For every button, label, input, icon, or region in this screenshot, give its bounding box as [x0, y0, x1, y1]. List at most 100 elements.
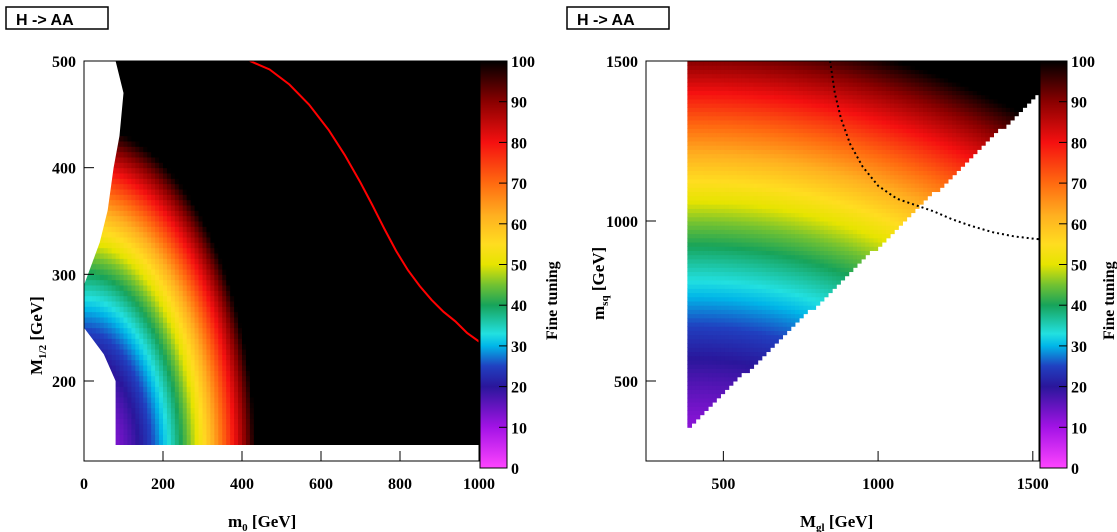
- heatmap-cell: [218, 349, 223, 355]
- heatmap-cell: [332, 167, 338, 174]
- heatmap-cell: [297, 221, 302, 227]
- heatmap-cell: [218, 375, 223, 382]
- heatmap-cell: [249, 183, 255, 190]
- heatmap-cell: [166, 135, 172, 142]
- heatmap-cell: [253, 274, 259, 281]
- heatmap-cell: [234, 157, 239, 163]
- heatmap-cell: [313, 301, 318, 307]
- heatmap-cell: [206, 354, 211, 361]
- heatmap-cell: [182, 429, 188, 435]
- heatmap-cell: [163, 274, 168, 281]
- heatmap-cell: [107, 231, 113, 238]
- heatmap-cell: [245, 61, 251, 67]
- heatmap-cell: [332, 386, 338, 393]
- heatmap-cell: [336, 141, 342, 147]
- heatmap-cell: [321, 349, 326, 355]
- heatmap-cell: [253, 439, 259, 446]
- heatmap-cell: [305, 119, 310, 126]
- heatmap-cell: [111, 231, 117, 238]
- heatmap-cell: [186, 311, 192, 318]
- heatmap-cell: [230, 93, 235, 99]
- heatmap-cell: [222, 290, 227, 297]
- heatmap-cell: [332, 205, 338, 211]
- heatmap-cell: [238, 311, 243, 318]
- heatmap-cell: [230, 381, 235, 387]
- heatmap-cell: [281, 258, 286, 265]
- heatmap-cell: [190, 130, 196, 137]
- heatmap-cell: [131, 274, 136, 281]
- heatmap-cell: [253, 306, 259, 313]
- heatmap-cell: [265, 173, 271, 179]
- heatmap-cell: [222, 413, 227, 419]
- heatmap-cell: [131, 167, 136, 174]
- heatmap-cell: [238, 130, 243, 137]
- heatmap-cell: [226, 125, 231, 131]
- heatmap-cell: [107, 194, 113, 201]
- heatmap-cell: [269, 226, 275, 233]
- heatmap-cell: [265, 311, 271, 318]
- heatmap-cell: [202, 279, 207, 286]
- heatmap-cell: [163, 253, 168, 259]
- heatmap-cell: [186, 386, 192, 393]
- heatmap-cell: [170, 439, 176, 446]
- heatmap-cell: [249, 103, 255, 110]
- heatmap-cell: [340, 98, 346, 105]
- heatmap-cell: [293, 263, 298, 270]
- heatmap-cell: [123, 338, 128, 345]
- heatmap-cell: [166, 93, 172, 99]
- heatmap-cell: [170, 231, 176, 238]
- heatmap-cell: [182, 439, 188, 446]
- heatmap-cell: [135, 151, 140, 158]
- heatmap-cell: [340, 301, 346, 307]
- heatmap-cell: [261, 71, 267, 78]
- heatmap-cell: [214, 327, 219, 334]
- heatmap-cell: [218, 407, 223, 414]
- heatmap-cell: [230, 317, 235, 323]
- heatmap-cell: [336, 77, 342, 83]
- heatmap-cell: [336, 285, 342, 291]
- heatmap-cell: [159, 162, 164, 169]
- heatmap-cell: [336, 103, 342, 110]
- heatmap-cell: [151, 381, 156, 387]
- heatmap-cell: [317, 242, 322, 249]
- heatmap-cell: [127, 194, 132, 201]
- heatmap-cell: [257, 295, 263, 302]
- heatmap-cell: [301, 295, 306, 302]
- heatmap-cell: [226, 381, 231, 387]
- heatmap-cell: [336, 162, 342, 169]
- heatmap-cell: [91, 258, 97, 265]
- heatmap-cell: [317, 87, 322, 94]
- heatmap-cell: [182, 183, 188, 190]
- heatmap-cell: [317, 221, 322, 227]
- heatmap-cell: [119, 135, 124, 142]
- heatmap-cell: [324, 135, 330, 142]
- heatmap-cell: [214, 370, 219, 377]
- heatmap-cell: [218, 77, 223, 83]
- heatmap-cell: [242, 333, 247, 339]
- heatmap-cell: [309, 359, 314, 366]
- heatmap-cell: [131, 215, 136, 222]
- heatmap-cell: [111, 215, 117, 222]
- heatmap-cell: [289, 71, 294, 78]
- heatmap-cell: [245, 423, 251, 430]
- heatmap-cell: [230, 274, 235, 281]
- heatmap-cell: [186, 114, 192, 121]
- heatmap-cell: [194, 354, 200, 361]
- heatmap-cell: [261, 370, 267, 377]
- heatmap-cell: [253, 77, 259, 83]
- heatmap-cell: [155, 343, 160, 350]
- heatmap-cell: [155, 87, 160, 94]
- heatmap-cell: [170, 93, 176, 99]
- heatmap-cell: [206, 221, 211, 227]
- heatmap-cell: [265, 178, 271, 185]
- heatmap-cell: [293, 231, 298, 238]
- heatmap-cell: [127, 125, 132, 131]
- heatmap-cell: [285, 370, 290, 377]
- heatmap-cell: [281, 71, 286, 78]
- heatmap-cell: [194, 402, 200, 409]
- heatmap-cell: [170, 71, 176, 78]
- heatmap-cell: [151, 429, 156, 435]
- heatmap-cell: [198, 119, 203, 126]
- heatmap-cell: [242, 370, 247, 377]
- heatmap-cell: [143, 365, 148, 371]
